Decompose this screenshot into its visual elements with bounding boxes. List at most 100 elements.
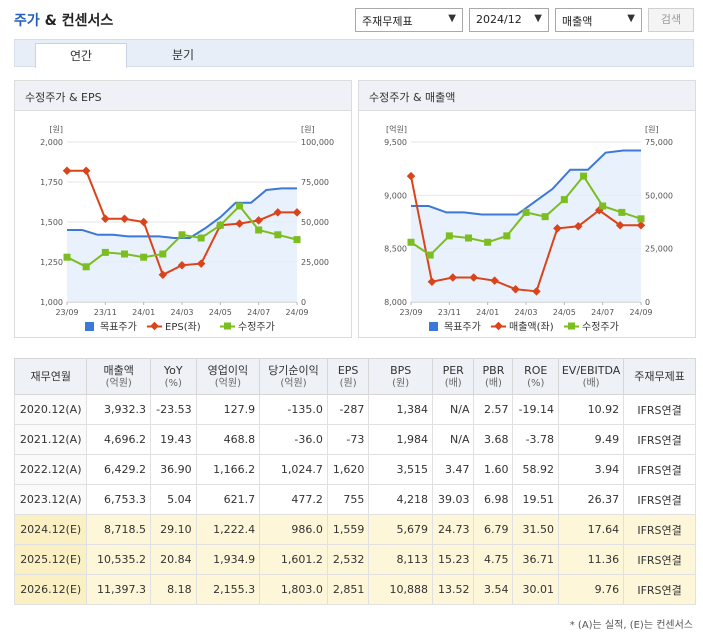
table-cell: -19.14 [512,394,560,425]
table-row: 2021.12(A) 4,696.2 19.43 468.8 -36.0 -73 1,984… [13,424,696,455]
left-tick-label: 1,500 [40,218,63,227]
table-cell: 2,851 [326,574,370,605]
adjusted-price-point [465,234,472,242]
table-row: 2023.12(A) 6,753.3 5.04 621.7 477.2 755 4,218 3… [13,484,696,515]
column-header: 주재무제표 [623,358,696,395]
column-header-label: EPS [337,363,359,377]
table-cell: 31.50 [512,514,560,545]
table-cell: 8,113 [368,544,433,575]
table-cell: 477.2 [259,484,328,515]
table-cell: 3,515 [368,454,433,485]
column-header-label: 영업이익 [207,363,249,377]
table-cell: 36.71 [512,544,560,575]
right-tick-label: 50,000 [301,218,329,227]
column-header: PBR (배) [473,358,514,395]
statement-type-select[interactable]: 주재무제표 ▼ [355,8,463,32]
table-cell: 11.36 [558,544,625,575]
adjusted-price-point [197,234,205,242]
adjusted-price-point [580,172,587,180]
column-header: 당기순이익 (억원) [259,358,328,395]
table-cell: 8.18 [149,574,197,605]
table-cell: 1,384 [368,394,433,425]
legend-swatch-marker [568,322,575,330]
table-cell: 5,679 [368,514,433,545]
left-tick-label: 1,250 [40,258,63,267]
column-header: YoY (%) [149,358,197,395]
table-cell: 1,024.7 [259,454,328,485]
adjusted-price-point [426,251,434,259]
table-cell: 621.7 [195,484,261,515]
adjusted-price-point [101,248,109,256]
column-header-unit: (원) [392,377,410,389]
metric-select[interactable]: 매출액 ▼ [555,8,642,32]
column-header-unit: (배) [484,377,502,389]
legend-swatch-marker [224,322,231,330]
right-tick-label: 0 [645,298,650,307]
x-tick-label: 24/09 [285,308,308,317]
table-cell: -73 [326,424,370,455]
left-series-point [490,276,499,285]
left-series-point [81,166,91,176]
table-cell: 9.76 [558,574,625,605]
right-tick-label: 50,000 [645,191,673,200]
table-cell: 2,532 [326,544,370,575]
table-cell: 15.23 [431,544,475,575]
column-header-unit: (억원) [214,377,241,389]
table-cell: 9.49 [558,424,625,455]
legend-label: 목표주가 [100,321,137,333]
adjusted-price-point [82,263,90,271]
column-header-label: BPS [390,363,412,377]
right-tick-label: 100,000 [301,138,334,147]
row-period-label: 2024.12(E) [13,514,88,545]
table-cell: 3.94 [558,454,625,485]
table-cell: -3.78 [512,424,560,455]
table-cell: 2.57 [473,394,514,425]
right-tick-label: 75,000 [645,138,673,147]
left-series-point [235,219,244,228]
chevron-down-icon: ▼ [534,13,542,24]
table-cell: 3,932.3 [86,394,151,425]
legend-swatch-marker [494,321,503,331]
table-cell: 3.68 [473,424,514,455]
right-axis-unit: [원] [301,125,315,134]
x-tick-label: 23/11 [94,308,117,317]
column-header: 영업이익 (억원) [195,358,261,395]
table-cell: 127.9 [195,394,261,425]
table-cell: 24.73 [431,514,475,545]
x-tick-label: 23/09 [399,308,422,317]
column-header: 재무연월 [13,358,88,395]
table-cell: 10,535.2 [86,544,151,575]
adjusted-price-point [216,221,224,229]
column-header-unit: (배) [582,377,600,389]
tab-annual[interactable]: 연간 [35,43,127,68]
tab-quarterly[interactable]: 분기 [171,48,195,62]
adjusted-price-point [522,208,530,216]
adjusted-price-point [178,231,186,239]
chart-title: 수정주가 & 매출액 [359,81,695,111]
adjusted-price-point [503,232,511,240]
table-cell: 1,559 [326,514,370,545]
column-header-unit: (%) [164,377,182,389]
table-cell: 986.0 [259,514,328,545]
column-header-label: PBR [482,363,505,377]
page-title: 주가 & 컨센서스 [14,13,114,29]
legend-label: 수정주가 [238,321,275,333]
left-series-point [511,284,520,294]
search-button[interactable]: 검색 [648,8,694,32]
table-cell: 5.04 [149,484,197,515]
left-series-point [427,277,437,286]
adjusted-price-point [63,253,71,261]
table-cell: 30.01 [512,574,560,605]
left-series-point [139,217,148,227]
target-price-area [67,188,297,302]
adjusted-price-point [236,202,243,210]
chart-panel-price-eps: 수정주가 & EPS [원] [원] 2,000 1,750 1,500 1,250 1,0… [14,80,352,338]
left-series-point [196,259,206,268]
adjusted-price-point [274,231,282,239]
row-period-label: 2025.12(E) [13,544,88,575]
table-row: 2022.12(A) 6,429.2 36.90 1,166.2 1,024.7 1,62… [13,454,696,485]
period-select[interactable]: 2024/12 ▼ [469,8,549,32]
table-cell: 3.54 [473,574,514,605]
x-tick-label: 24/01 [476,308,499,317]
table-cell: 26.37 [558,484,625,515]
